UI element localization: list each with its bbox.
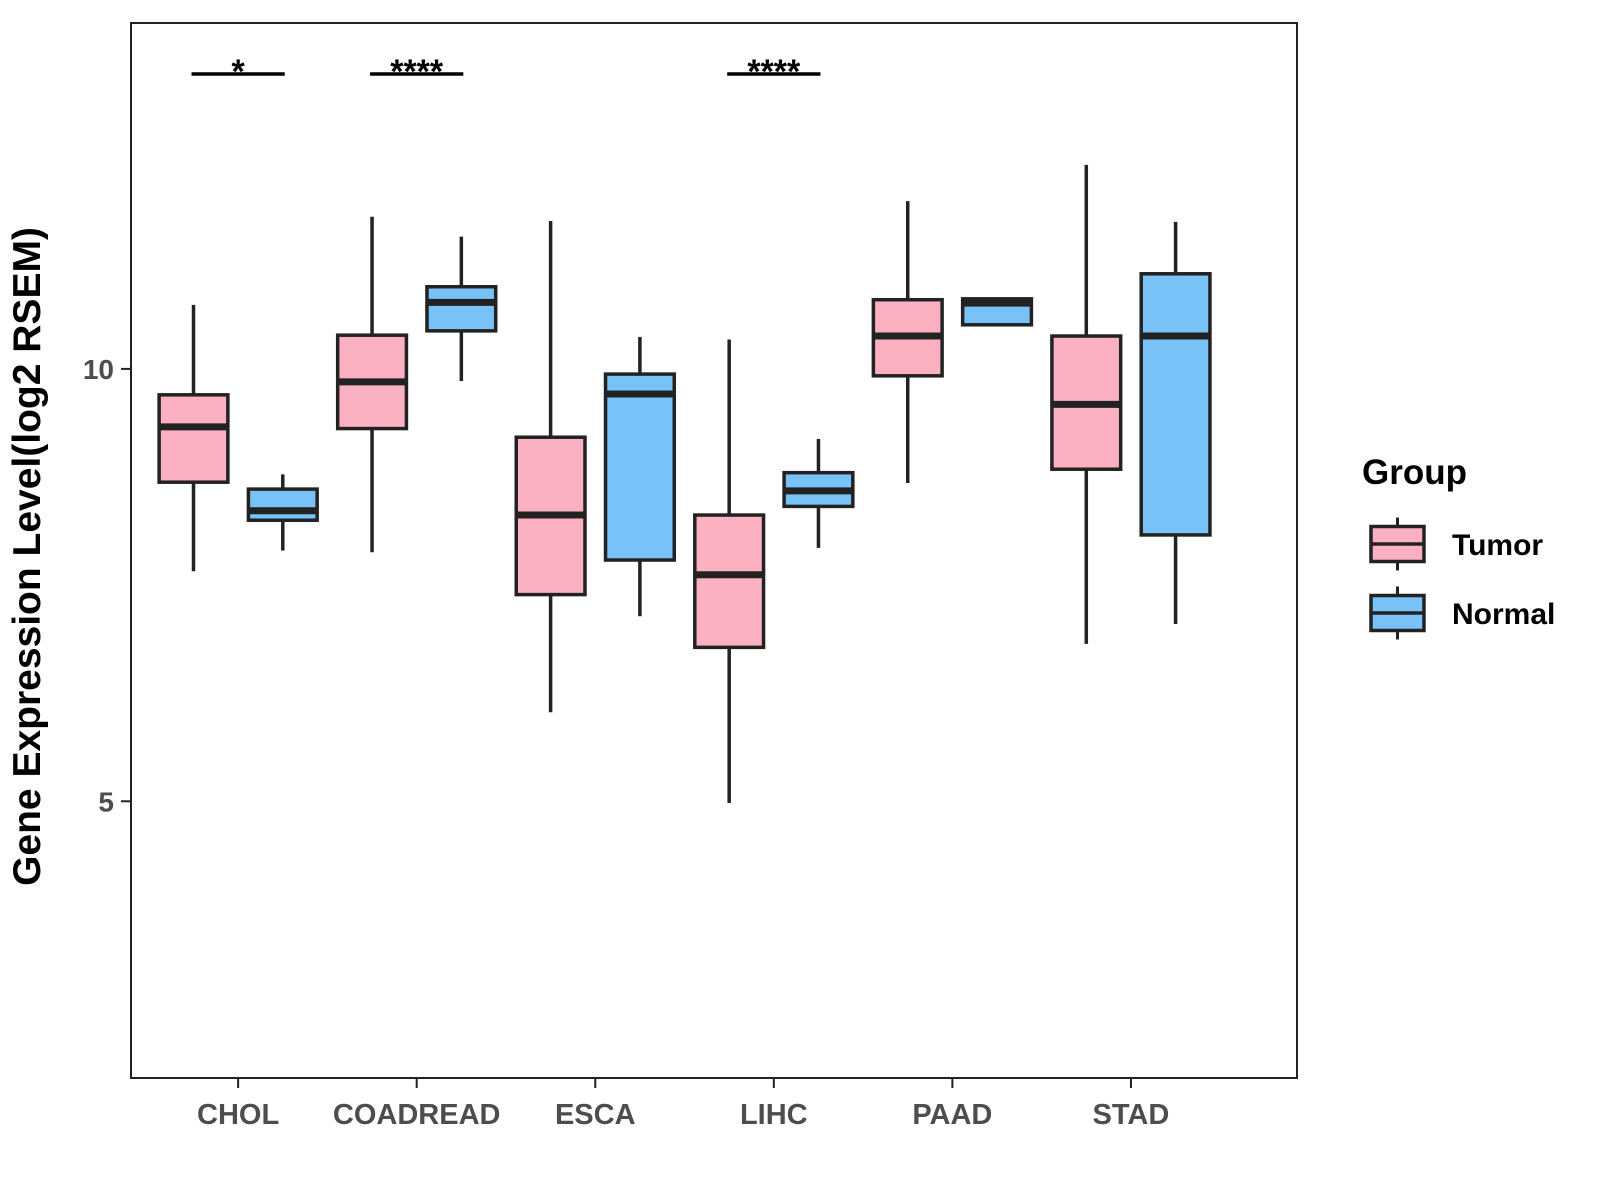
x-tick-label: CHOL <box>197 1099 279 1131</box>
box-normal-stad <box>1139 221 1212 625</box>
significance-coadread: **** <box>370 53 464 91</box>
box-iqr <box>425 285 498 333</box>
x-tick-label: COADREAD <box>333 1099 501 1131</box>
legend: Group Tumor Normal <box>1362 453 1555 640</box>
significance-label: **** <box>747 53 801 91</box>
box-tumor-paad <box>871 201 944 484</box>
y-tick-label: 5 <box>98 786 114 817</box>
box-tumor-chol <box>157 304 230 572</box>
boxes-layer <box>157 164 1212 804</box>
box-normal-chol <box>246 474 319 551</box>
x-tick-label: STAD <box>1093 1099 1170 1131</box>
box-normal-lihc <box>782 438 855 548</box>
y-axis-title: Gene Expression Level(log2 RSEM) <box>6 227 49 886</box>
box-tumor-stad <box>1050 164 1123 644</box>
significance-layer: * **** **** <box>191 53 821 91</box>
significance-label: * <box>232 53 246 91</box>
y-tick-label: 10 <box>83 354 114 385</box>
legend-item-normal: Normal <box>1369 586 1555 640</box>
legend-label: Tumor <box>1452 529 1543 562</box>
box-iqr <box>157 393 230 484</box>
x-tick-label: ESCA <box>555 1099 636 1131</box>
box-iqr <box>246 487 319 522</box>
box-iqr <box>1139 272 1212 537</box>
box-tumor-coadread <box>335 216 409 553</box>
legend-title: Group <box>1362 453 1467 492</box>
box-normal-coadread <box>425 236 498 382</box>
box-tumor-lihc <box>693 339 766 804</box>
legend-label: Normal <box>1452 598 1555 631</box>
x-tick-label: PAAD <box>912 1099 992 1131</box>
box-tumor-esca <box>514 221 587 713</box>
significance-lihc: **** <box>727 53 821 91</box>
x-tick-label: LIHC <box>740 1099 808 1131</box>
plot-panel-border <box>130 22 1298 1079</box>
box-iqr <box>603 372 677 562</box>
box-iqr <box>693 513 766 650</box>
box-normal-paad <box>960 297 1034 327</box>
significance-label: **** <box>390 53 444 91</box>
box-normal-esca <box>603 336 677 617</box>
legend-item-tumor: Tumor <box>1369 517 1543 571</box>
significance-chol: * <box>191 53 285 91</box>
axes-layer: 5 10 CHOL COADREAD ESCA LIHC PAAD STAD <box>83 354 1169 1131</box>
